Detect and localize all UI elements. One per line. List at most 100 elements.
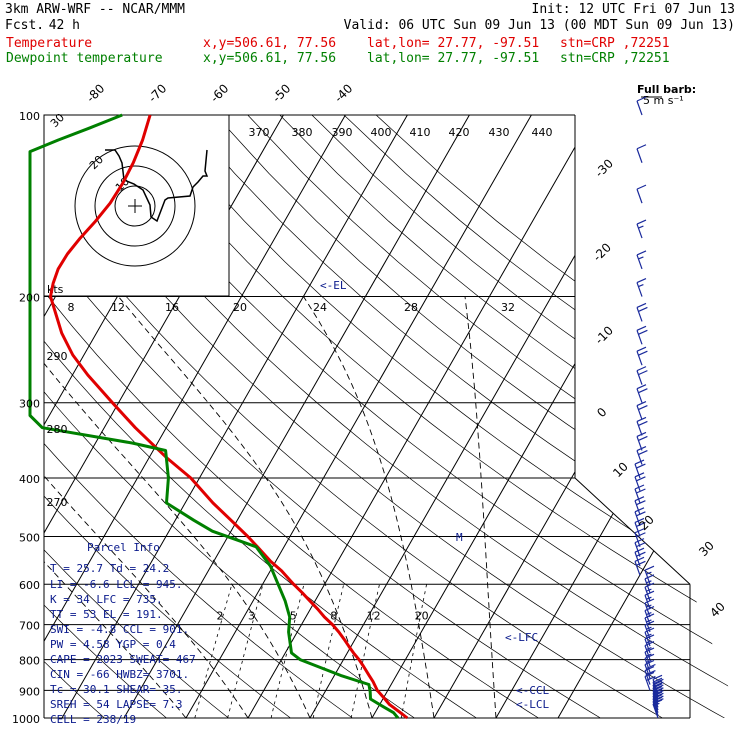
theta-e-label: 280 <box>47 423 68 436</box>
model-title: 3km ARW-WRF -- NCAR/MMM <box>5 2 185 17</box>
right-isotherm-label: 20 <box>636 512 657 533</box>
dry-adiabat <box>215 115 740 718</box>
wind-barb-flag <box>634 517 645 524</box>
wind-barb-flag <box>634 547 645 553</box>
wind-barb-flag <box>638 388 648 394</box>
top-isotherm-label: -50 <box>270 81 294 105</box>
dry-adiabat <box>247 115 740 718</box>
wind-barb-shaft <box>636 330 643 345</box>
isotherm <box>495 115 740 718</box>
wind-barb <box>634 459 646 479</box>
right-isotherm-label: 10 <box>610 459 631 480</box>
wind-barb-shaft <box>652 679 659 694</box>
theta-label: 380 <box>292 126 313 139</box>
parcel-row: T = 25.7 Td = 24.2 <box>50 562 169 575</box>
theta-label: 440 <box>532 126 553 139</box>
parcel-row: SREH = 54 LAPSE= 7.3 <box>50 698 182 711</box>
temperature-line <box>49 114 409 720</box>
wind-barb-flag <box>644 565 655 571</box>
wind-barb-shaft <box>652 690 659 705</box>
pressure-label: 100 <box>19 110 40 123</box>
mixing-ratio-label: 5 <box>290 610 297 623</box>
wind-barb-shaft <box>644 617 651 633</box>
ccl-marker: <-CCL <box>516 684 549 697</box>
wind-barb-flag <box>638 405 648 411</box>
wind-barb-flag <box>636 96 647 102</box>
wind-barb-shaft <box>644 645 651 660</box>
temperature-latlon: lat,lon= 27.77, -97.51 <box>367 36 539 51</box>
dry-adiabat <box>44 115 539 718</box>
wind-barb-shaft <box>652 684 659 700</box>
parcel-row: CAPE = 2023 SWEAT= 467 <box>50 653 196 666</box>
wind-barb-shaft <box>636 307 643 322</box>
dry-adiabat <box>54 115 740 718</box>
hodograph-ring <box>74 145 196 267</box>
wind-barb-flag <box>644 574 655 580</box>
wind-barb-shaft <box>652 695 659 711</box>
top-isotherm-label: -70 <box>146 81 170 105</box>
right-isotherm-label: -20 <box>590 240 614 264</box>
wind-barb-shaft <box>644 631 651 647</box>
parcel-row: SWI = -4.8 CCL = 901. <box>50 623 189 636</box>
wind-barb-shaft <box>634 542 641 557</box>
wind-barb <box>644 565 655 585</box>
moist-adiabat <box>303 296 435 718</box>
wind-barb-half <box>638 225 644 229</box>
right-isotherm-label: 0 <box>594 405 609 420</box>
wind-barb <box>634 507 646 526</box>
wind-barb-flag <box>638 420 648 427</box>
pressure-label: 500 <box>19 531 40 544</box>
pressure-label: 700 <box>19 620 40 633</box>
wind-barb <box>636 277 647 297</box>
mixing-ratio-line <box>312 584 345 718</box>
wind-barb-shaft <box>636 148 643 163</box>
temperature-station: stn=CRP ,72251 <box>560 36 670 51</box>
right-isotherm-label: -10 <box>592 323 616 347</box>
pressure-label: 900 <box>19 685 40 698</box>
top-isotherm-label: -60 <box>208 81 232 105</box>
wind-barb-flag <box>654 678 664 684</box>
wind-barb-flag <box>638 329 648 335</box>
wind-barb-shaft <box>644 610 651 625</box>
mixing-ratio-line <box>227 584 264 718</box>
wind-barb-shaft <box>652 703 659 719</box>
mixing-ratio-label: 3 <box>248 610 255 623</box>
wind-barb-flag <box>636 366 647 372</box>
dry-adiabat <box>44 115 415 718</box>
hodograph-trace <box>105 149 209 223</box>
temperature-legend: Temperature <box>6 36 92 51</box>
dry-adiabat <box>375 115 740 718</box>
parcel-row: CIN = -66 HWBZ= 3701. <box>50 668 189 681</box>
wind-barb-shaft <box>636 351 643 366</box>
wind-barb-flag <box>644 590 655 596</box>
wind-barb-flag <box>636 277 647 284</box>
wind-barb <box>636 384 648 403</box>
wind-barb-shaft <box>652 687 659 702</box>
theta-e-label: 270 <box>47 496 68 509</box>
wind-barb <box>636 401 648 420</box>
wind-barb-flag <box>636 463 646 469</box>
wind-barb-flag <box>636 302 647 309</box>
mixing-ratio-label: 2 <box>216 610 223 623</box>
wind-barb-shaft <box>636 450 643 465</box>
parcel-row: K = 34 LFC = 735. <box>50 593 163 606</box>
wind-barb-shaft <box>644 670 651 685</box>
wind-barb <box>636 366 648 385</box>
wind-barb <box>634 484 646 504</box>
wind-barb <box>634 538 646 557</box>
wind-barb <box>634 528 646 547</box>
wind-barb-shaft <box>636 436 643 451</box>
wind-barb-shaft <box>634 522 641 537</box>
theta-label: 410 <box>410 126 431 139</box>
wind-barb-flag <box>636 551 646 557</box>
isotherm <box>123 115 470 718</box>
theta-label: 400 <box>371 126 392 139</box>
wind-barb-flag <box>636 384 647 390</box>
wind-barb-shaft <box>636 100 643 116</box>
wind-barb-shaft <box>644 578 651 594</box>
dry-adiabat <box>86 115 740 718</box>
wind-barb-flag <box>638 306 648 313</box>
wind-barb-shaft <box>644 624 651 640</box>
wind-barb-flag <box>638 435 648 441</box>
wind-barb-flag <box>652 677 663 683</box>
